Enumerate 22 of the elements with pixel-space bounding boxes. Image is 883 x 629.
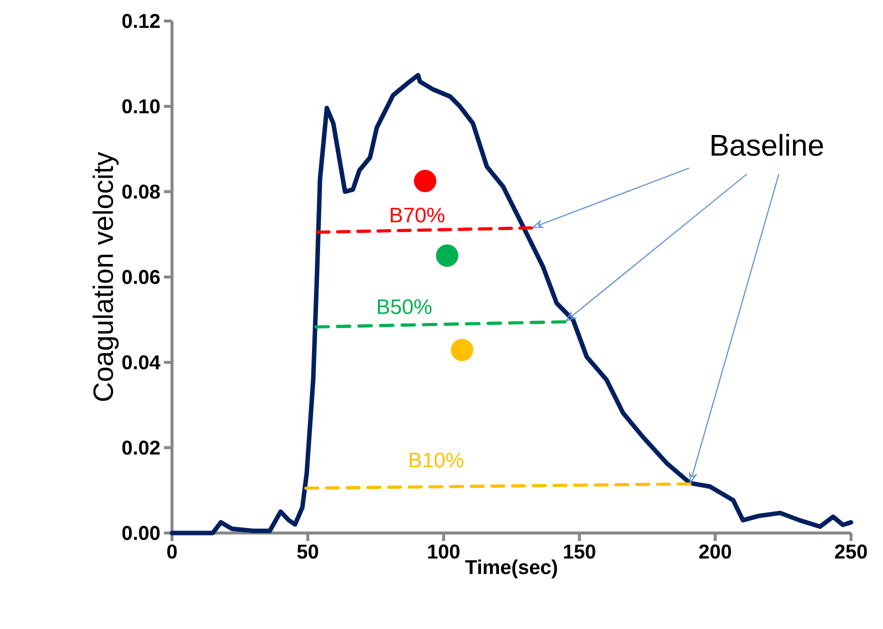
- x-tick-label: 250: [835, 544, 867, 559]
- y-tick-label: 0.04: [122, 355, 160, 370]
- point: [436, 244, 458, 267]
- y-tick-label: 0.02: [122, 440, 160, 455]
- x-axis-title: Time(sec): [465, 560, 557, 578]
- x-tick-label: 50: [297, 544, 318, 559]
- annotation: Baseline: [712, 134, 823, 156]
- annotation: B50%: [378, 299, 432, 314]
- y-axis-title: Coagulation velocity: [92, 152, 119, 401]
- x-tick-label: 0: [167, 544, 177, 559]
- x-tick-label: 200: [699, 544, 732, 559]
- point: [450, 338, 474, 362]
- point: [414, 170, 436, 192]
- y-tick-label: 0.10: [122, 99, 160, 114]
- y-tick-label: 0.00: [122, 526, 160, 540]
- annotation: B70%: [390, 208, 444, 222]
- x-tick-label: 100: [428, 544, 460, 559]
- annotation: B10%: [410, 452, 464, 468]
- y-tick-label: 0.12: [122, 14, 160, 28]
- x-tick-label: 150: [564, 544, 596, 559]
- y-tick-label: 0.08: [122, 184, 160, 199]
- y-tick-label: 0.06: [122, 270, 160, 284]
